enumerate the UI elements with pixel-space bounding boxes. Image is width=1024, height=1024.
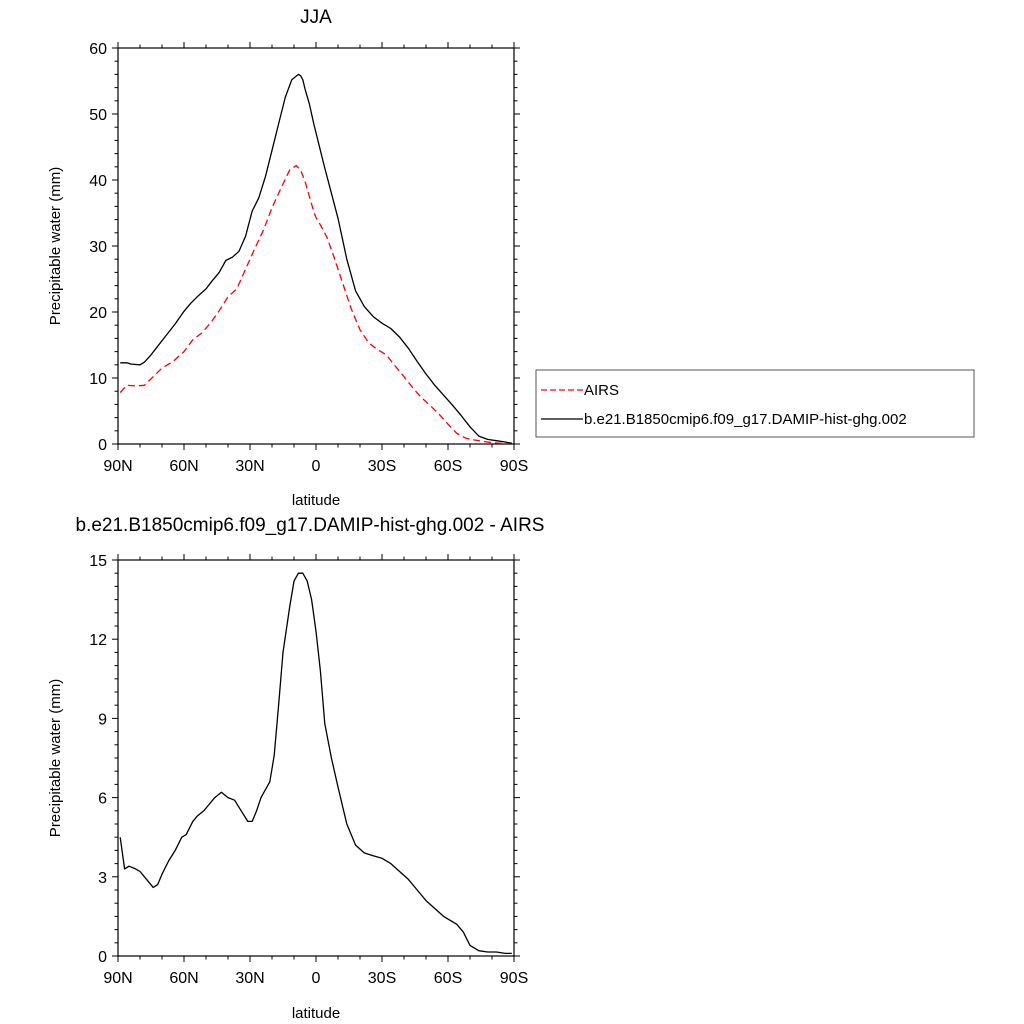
x-tick-label: 60S xyxy=(434,458,462,475)
y-tick-label: 3 xyxy=(98,870,107,887)
y-tick-label: 0 xyxy=(98,949,107,966)
y-tick-label: 20 xyxy=(89,305,107,322)
axis-ticks: 90N 60N 30N 0 30S 60S 90S 0 3 6 9 12 15 xyxy=(89,553,528,987)
legend-label-airs: AIRS xyxy=(584,382,619,399)
chart-difference: b.e21.B1850cmip6.f09_g17.DAMIP-hist-ghg.… xyxy=(47,515,544,1022)
axis-ticks: 90N 60N 30N 0 30S 60S 90S 0 10 20 30 40 50 60 xyxy=(89,41,528,475)
y-tick-label: 60 xyxy=(89,41,107,58)
series-line-1 xyxy=(120,73,512,444)
y-tick-label: 15 xyxy=(89,553,107,570)
x-tick-label: 90S xyxy=(500,458,528,475)
chart-title: JJA xyxy=(300,7,332,28)
chart-jja: JJA 90N 60N 30N 0 30S 60S 90S 0 10 20 30 40 50 60 lat… xyxy=(47,7,975,509)
x-axis-label: latitude xyxy=(292,1005,340,1022)
y-tick-label: 40 xyxy=(89,173,107,190)
chart-title: b.e21.B1850cmip6.f09_g17.DAMIP-hist-ghg.… xyxy=(76,515,545,536)
x-tick-label: 0 xyxy=(312,458,321,475)
y-tick-label: 30 xyxy=(89,239,107,256)
series-lines xyxy=(119,73,512,444)
x-tick-label: 60S xyxy=(434,970,462,987)
x-tick-label: 30N xyxy=(235,458,264,475)
x-tick-label: 60N xyxy=(169,970,198,987)
x-tick-label: 30S xyxy=(368,970,396,987)
series-lines xyxy=(119,572,512,955)
series-line-0 xyxy=(119,572,512,955)
plot-frame xyxy=(117,559,515,957)
series-line-0 xyxy=(119,164,512,444)
x-tick-label: 0 xyxy=(312,970,321,987)
y-tick-label: 12 xyxy=(89,632,107,649)
y-tick-label: 50 xyxy=(89,107,107,124)
legend: AIRS b.e21.B1850cmip6.f09_g17.DAMIP-hist… xyxy=(535,369,975,438)
y-axis-label: Precipitable water (mm) xyxy=(47,679,64,837)
x-tick-label: 90S xyxy=(500,970,528,987)
y-tick-label: 6 xyxy=(98,791,107,808)
y-axis-label: Precipitable water (mm) xyxy=(47,167,64,325)
x-tick-label: 90N xyxy=(103,970,132,987)
x-tick-label: 30S xyxy=(368,458,396,475)
x-axis-label: latitude xyxy=(292,492,340,509)
y-tick-label: 9 xyxy=(98,711,107,728)
plot-frame xyxy=(117,47,515,445)
legend-label-model: b.e21.B1850cmip6.f09_g17.DAMIP-hist-ghg.… xyxy=(584,411,907,428)
y-tick-label: 0 xyxy=(98,437,107,454)
x-tick-label: 30N xyxy=(235,970,264,987)
x-tick-label: 90N xyxy=(103,458,132,475)
x-tick-label: 60N xyxy=(169,458,198,475)
y-tick-label: 10 xyxy=(89,371,107,388)
legend-box xyxy=(535,369,975,438)
